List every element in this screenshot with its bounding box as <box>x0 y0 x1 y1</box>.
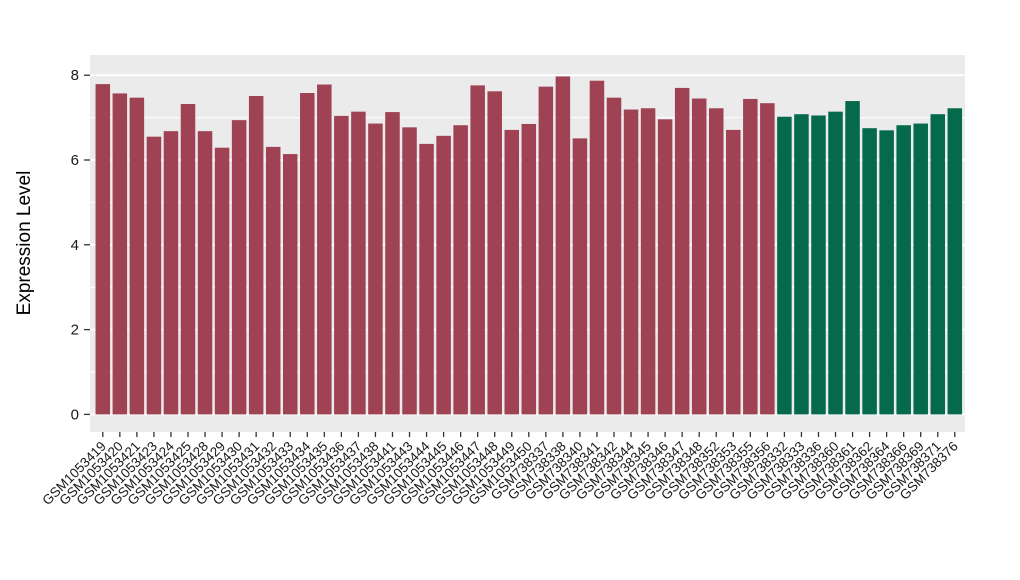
bar <box>657 119 673 415</box>
bar <box>555 76 571 415</box>
bar <box>419 143 434 415</box>
bar <box>163 131 179 415</box>
bar <box>146 136 162 415</box>
bar <box>691 98 707 415</box>
y-axis-title: Expression Level <box>14 170 35 316</box>
bar <box>879 130 894 415</box>
y-tick-label: 2 <box>71 322 79 339</box>
bar <box>845 101 860 415</box>
bar <box>930 114 946 415</box>
bar <box>504 129 520 415</box>
bar <box>777 116 792 415</box>
bar <box>385 112 400 415</box>
bar <box>112 93 128 415</box>
bar <box>726 129 741 415</box>
bar <box>282 154 298 415</box>
bar <box>811 115 826 415</box>
bar <box>180 104 196 415</box>
bar <box>197 131 213 415</box>
bar <box>760 103 775 415</box>
bar <box>436 135 451 415</box>
y-tick-label: 0 <box>71 406 79 423</box>
bar <box>453 125 468 415</box>
bar <box>470 85 485 415</box>
bar <box>606 97 622 415</box>
bar <box>368 123 383 415</box>
bar <box>947 108 963 415</box>
bar <box>300 93 315 415</box>
bar <box>640 108 656 415</box>
bar <box>572 138 588 415</box>
bar <box>862 128 877 415</box>
bar <box>743 98 758 415</box>
bar <box>334 115 349 415</box>
bar <box>265 146 281 415</box>
bar <box>214 147 230 415</box>
bar <box>896 125 911 415</box>
bar <box>708 108 724 415</box>
bar <box>913 123 928 415</box>
bar <box>248 95 264 415</box>
bar <box>95 84 111 415</box>
bar <box>623 109 639 415</box>
bar <box>521 123 537 415</box>
bar <box>674 87 690 415</box>
bar <box>317 84 332 415</box>
bar <box>589 80 605 415</box>
bar <box>402 127 417 415</box>
bar <box>129 97 145 415</box>
bar <box>487 91 502 415</box>
bar <box>231 120 247 415</box>
bar <box>351 111 366 415</box>
y-tick-label: 6 <box>71 152 79 169</box>
y-tick-label: 4 <box>71 237 79 254</box>
y-tick-label: 8 <box>71 67 79 84</box>
bar <box>794 114 809 415</box>
bar <box>828 111 843 415</box>
bar <box>538 86 554 415</box>
